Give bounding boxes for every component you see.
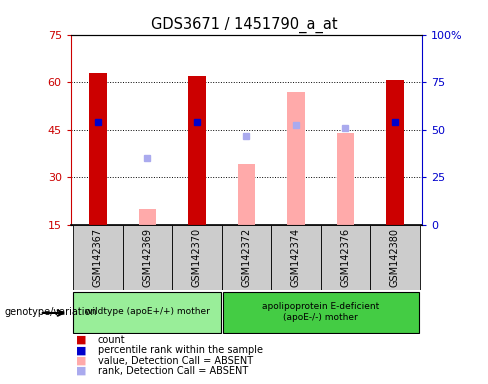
Bar bbox=[386, 81, 404, 225]
Text: GSM142367: GSM142367 bbox=[93, 228, 103, 287]
Text: ■: ■ bbox=[76, 366, 86, 376]
Bar bbox=[287, 92, 305, 225]
Bar bbox=[73, 225, 122, 290]
Text: GSM142370: GSM142370 bbox=[192, 228, 202, 287]
Bar bbox=[222, 225, 271, 290]
Bar bbox=[89, 73, 107, 225]
Text: percentile rank within the sample: percentile rank within the sample bbox=[98, 345, 263, 355]
Bar bbox=[139, 209, 156, 225]
Text: GSM142374: GSM142374 bbox=[291, 228, 301, 287]
Text: value, Detection Call = ABSENT: value, Detection Call = ABSENT bbox=[98, 356, 253, 366]
Bar bbox=[73, 292, 221, 333]
Bar bbox=[188, 76, 205, 225]
Bar bbox=[238, 164, 255, 225]
Text: rank, Detection Call = ABSENT: rank, Detection Call = ABSENT bbox=[98, 366, 248, 376]
Text: GDS3671 / 1451790_a_at: GDS3671 / 1451790_a_at bbox=[151, 17, 337, 33]
Text: GSM142372: GSM142372 bbox=[242, 228, 251, 287]
Bar bbox=[223, 292, 419, 333]
Bar bbox=[337, 133, 354, 225]
Text: ■: ■ bbox=[76, 335, 86, 345]
Text: GSM142380: GSM142380 bbox=[390, 228, 400, 287]
Bar bbox=[321, 225, 370, 290]
Text: GSM142369: GSM142369 bbox=[142, 228, 152, 287]
Bar bbox=[122, 225, 172, 290]
Text: wildtype (apoE+/+) mother: wildtype (apoE+/+) mother bbox=[85, 308, 210, 316]
Text: genotype/variation: genotype/variation bbox=[5, 307, 98, 317]
Text: ■: ■ bbox=[76, 356, 86, 366]
Text: apolipoprotein E-deficient
(apoE-/-) mother: apolipoprotein E-deficient (apoE-/-) mot… bbox=[262, 302, 379, 322]
Bar bbox=[172, 225, 222, 290]
Text: ■: ■ bbox=[76, 345, 86, 355]
Bar bbox=[271, 225, 321, 290]
Text: GSM142376: GSM142376 bbox=[341, 228, 350, 287]
Text: count: count bbox=[98, 335, 125, 345]
Bar bbox=[370, 225, 420, 290]
